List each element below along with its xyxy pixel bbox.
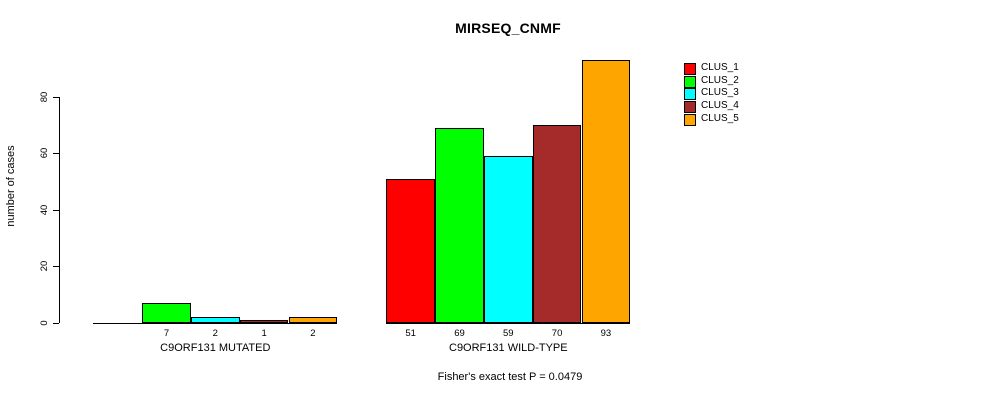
bar-CLUS_5 (581, 60, 631, 324)
bar-CLUS_4 (239, 319, 289, 324)
y-tick-mark (52, 322, 59, 324)
y-tick-label: 60 (39, 148, 50, 159)
legend-item-CLUS_1: CLUS_1 (684, 62, 754, 75)
legend-label-CLUS_4: CLUS_4 (701, 100, 739, 112)
legend-item-CLUS_5: CLUS_5 (684, 112, 754, 126)
y-tick-label: 0 (39, 319, 50, 326)
bar-value-label: 7 (163, 327, 170, 339)
y-tick-mark (52, 96, 59, 98)
chart-title: MIRSEQ_CNMF (455, 20, 561, 36)
legend-swatch-CLUS_1 (684, 63, 696, 75)
bar-CLUS_1 (386, 178, 436, 324)
legend-label-CLUS_2: CLUS_2 (701, 74, 739, 86)
legend-label-CLUS_3: CLUS_3 (701, 87, 739, 99)
bar-value-label: 69 (454, 327, 465, 339)
bar-CLUS_2 (142, 302, 191, 324)
bar-CLUS_5 (288, 316, 338, 324)
y-tick-label: 20 (39, 260, 50, 272)
y-tick-mark (52, 153, 59, 155)
bar-CLUS_2 (435, 127, 484, 324)
y-tick-label: 40 (39, 204, 50, 215)
legend-swatch-CLUS_5 (684, 113, 696, 126)
category-label: C9ORF131 WILD-TYPE (449, 342, 568, 354)
bar-CLUS_3 (483, 156, 533, 324)
bar-value-label: 2 (310, 327, 316, 339)
legend-item-CLUS_4: CLUS_4 (684, 100, 754, 114)
annotation-text: Fisher's exact test P = 0.0479 (437, 371, 583, 383)
bar-value-label: 2 (212, 327, 218, 339)
bar-value-label: 70 (551, 327, 563, 339)
legend-item-CLUS_3: CLUS_3 (684, 87, 754, 101)
bar-value-label: 93 (600, 327, 612, 339)
category-label: C9ORF131 MUTATED (160, 342, 271, 354)
y-axis-label: number of cases (5, 145, 17, 227)
legend-label-CLUS_5: CLUS_5 (701, 112, 739, 124)
legend-swatch-CLUS_4 (684, 101, 696, 114)
bar-value-label: 59 (503, 327, 514, 339)
legend-label-CLUS_1: CLUS_1 (701, 62, 739, 73)
legend-swatch-CLUS_2 (684, 75, 696, 88)
bar-CLUS_3 (190, 316, 240, 324)
bar-value-label: 51 (405, 327, 416, 339)
bar-value-label: 1 (261, 327, 267, 339)
y-tick-label: 80 (39, 91, 50, 103)
y-tick-mark (52, 209, 59, 211)
y-axis-line (58, 96, 60, 324)
legend-swatch-CLUS_3 (684, 88, 696, 101)
legend-item-CLUS_2: CLUS_2 (684, 74, 754, 88)
y-tick-mark (52, 266, 59, 268)
bar-CLUS_4 (532, 125, 582, 324)
